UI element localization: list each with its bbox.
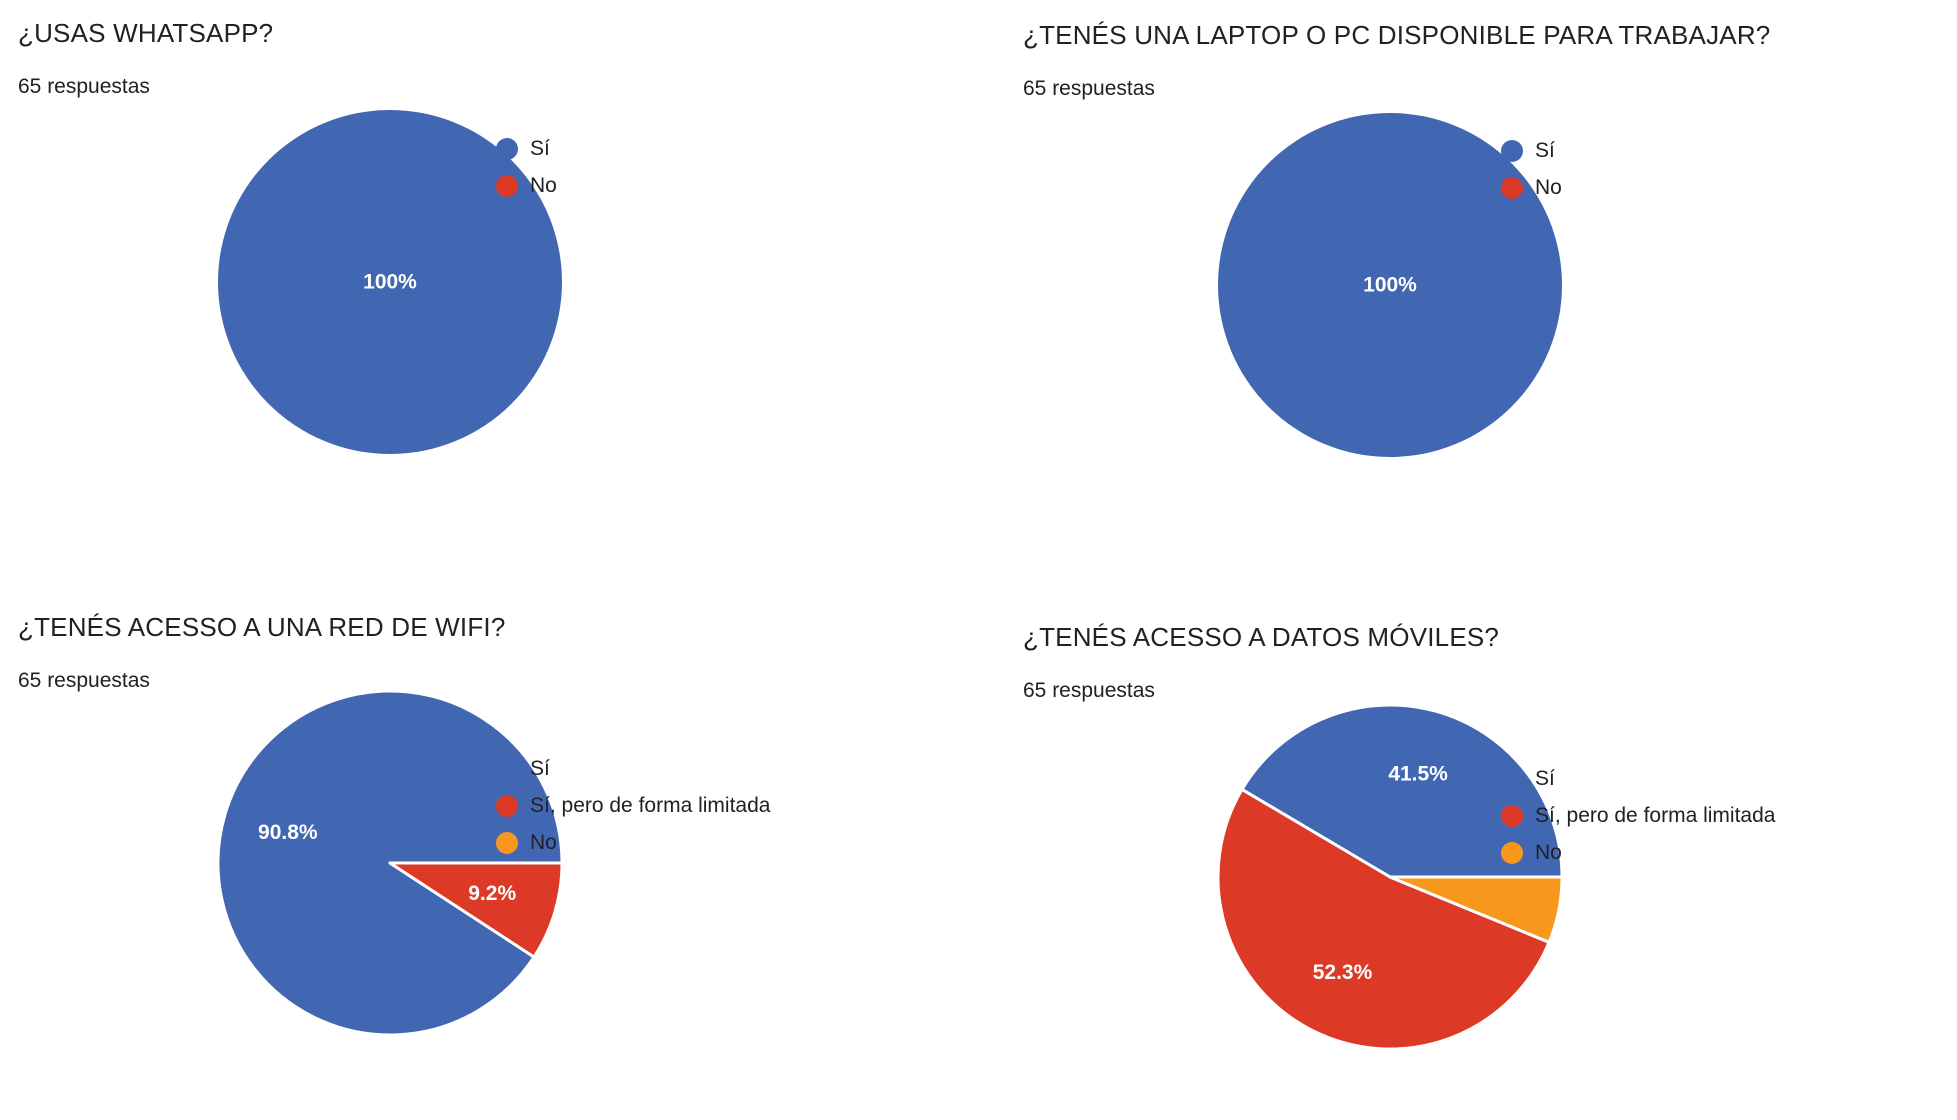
legend-swatch-icon (1501, 841, 1523, 864)
chart-title: ¿TENÉS ACESSO A DATOS MÓVILES? (1023, 622, 1500, 652)
pie-chart: 41.5% 52.3% (1216, 703, 1564, 1051)
chart-title: ¿TENÉS ACESSO A UNA RED DE WIFI? (18, 612, 506, 642)
chart-legend: Sí No (1501, 132, 1562, 206)
response-count: 65 respuestas (1023, 77, 1155, 100)
pie-slice-si (1240, 703, 1564, 879)
chart-legend: Sí No (496, 130, 557, 204)
response-count: 65 respuestas (1023, 679, 1155, 702)
chart-panel-whatsapp: ¿USAS WHATSAPP? 65 respuestas 100% Sí No (18, 18, 978, 598)
pie-slice-si (1218, 113, 1562, 457)
response-count: 65 respuestas (18, 75, 150, 98)
legend-swatch-icon (496, 137, 518, 160)
pie-chart: 100% (218, 110, 562, 454)
slice-data-label: 100% (1363, 274, 1417, 297)
legend-label: Sí (530, 136, 550, 160)
legend-swatch-icon (496, 794, 518, 817)
pie-slice-si (218, 110, 562, 454)
legend-label: No (1535, 840, 1562, 864)
legend-swatch-icon (496, 831, 518, 854)
legend-label: No (530, 830, 557, 854)
legend-item-no: No (496, 824, 770, 861)
chart-panel-wifi: ¿TENÉS ACESSO A UNA RED DE WIFI? 65 resp… (18, 612, 978, 1112)
legend-item-si: Sí (1501, 760, 1775, 797)
legend-item-no: No (1501, 834, 1775, 871)
chart-title: ¿USAS WHATSAPP? (18, 18, 274, 48)
chart-legend: Sí Sí, pero de forma limitada No (1501, 760, 1775, 871)
legend-swatch-icon (1501, 767, 1523, 790)
legend-swatch-icon (1501, 176, 1523, 199)
legend-label: Sí (1535, 766, 1555, 790)
legend-item-si-pero-de-forma-limitada: Sí, pero de forma limitada (1501, 797, 1775, 834)
chart-panel-laptop: ¿TENÉS UNA LAPTOP O PC DISPONIBLE PARA T… (1023, 20, 1953, 600)
legend-item-si: Sí (496, 750, 770, 787)
legend-item-no: No (496, 167, 557, 204)
slice-data-label: 52.3% (1313, 961, 1373, 984)
legend-item-si: Sí (1501, 132, 1562, 169)
pie-slice-no (1388, 875, 1564, 944)
legend-item-si: Sí (496, 130, 557, 167)
legend-label: Sí, pero de forma limitada (1535, 803, 1776, 827)
slice-data-label: 100% (363, 271, 417, 294)
legend-label: Sí (1535, 138, 1555, 162)
legend-label: Sí, pero de forma limitada (530, 793, 771, 817)
pie-chart: 90.8% 9.2% (216, 689, 564, 1037)
chart-panel-datos-moviles: ¿TENÉS ACESSO A DATOS MÓVILES? 65 respue… (1023, 622, 1953, 1112)
slice-data-label: 90.8% (258, 821, 318, 844)
legend-item-si-pero-de-forma-limitada: Sí, pero de forma limitada (496, 787, 770, 824)
legend-label: Sí (530, 756, 550, 780)
legend-label: No (1535, 175, 1562, 199)
pie-slice-si-pero-de-forma-limitada (1216, 787, 1551, 1051)
legend-swatch-icon (496, 174, 518, 197)
legend-swatch-icon (1501, 804, 1523, 827)
pie-chart: 100% (1218, 113, 1562, 457)
chart-title: ¿TENÉS UNA LAPTOP O PC DISPONIBLE PARA T… (1023, 20, 1771, 50)
pie-slice-si-pero-de-forma-limitada (388, 861, 564, 959)
legend-swatch-icon (496, 757, 518, 780)
slice-data-label: 41.5% (1388, 763, 1448, 786)
slice-data-label: 9.2% (468, 882, 516, 905)
response-count: 65 respuestas (18, 669, 150, 692)
legend-item-no: No (1501, 169, 1562, 206)
legend-swatch-icon (1501, 139, 1523, 162)
legend-label: No (530, 173, 557, 197)
chart-legend: Sí Sí, pero de forma limitada No (496, 750, 770, 861)
